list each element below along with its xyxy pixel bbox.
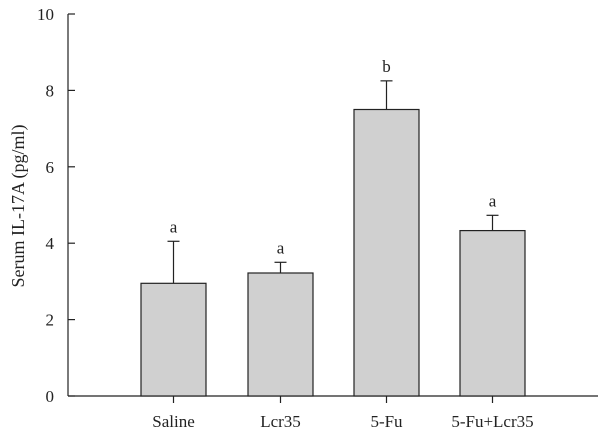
significance-label: a (170, 217, 178, 236)
significance-label: a (277, 238, 285, 257)
y-tick-label: 4 (46, 234, 55, 253)
plot-area: 0 2 4 6 8 10 a Saline a Lcr35 b 5-Fu a 5-Fu+Lcr35 (37, 5, 598, 431)
significance-label: a (489, 191, 497, 210)
bar-saline (140, 282, 207, 397)
bar-lcr35 (247, 272, 314, 397)
y-axis-label: Serum IL-17A (pg/ml) (8, 125, 29, 288)
y-tick-label: 0 (46, 387, 55, 406)
y-tick-label: 6 (46, 158, 55, 177)
significance-label: b (382, 57, 391, 76)
y-tick-label: 2 (46, 311, 55, 330)
category-label: Lcr35 (260, 412, 301, 431)
category-label: 5-Fu+Lcr35 (451, 412, 533, 431)
category-label: Saline (152, 412, 195, 431)
bar-5-fu (353, 108, 420, 397)
category-label: 5-Fu (370, 412, 403, 431)
bar-5-fu-lcr35 (459, 229, 526, 397)
y-tick-label: 10 (37, 5, 54, 24)
y-tick-label: 8 (46, 81, 55, 100)
